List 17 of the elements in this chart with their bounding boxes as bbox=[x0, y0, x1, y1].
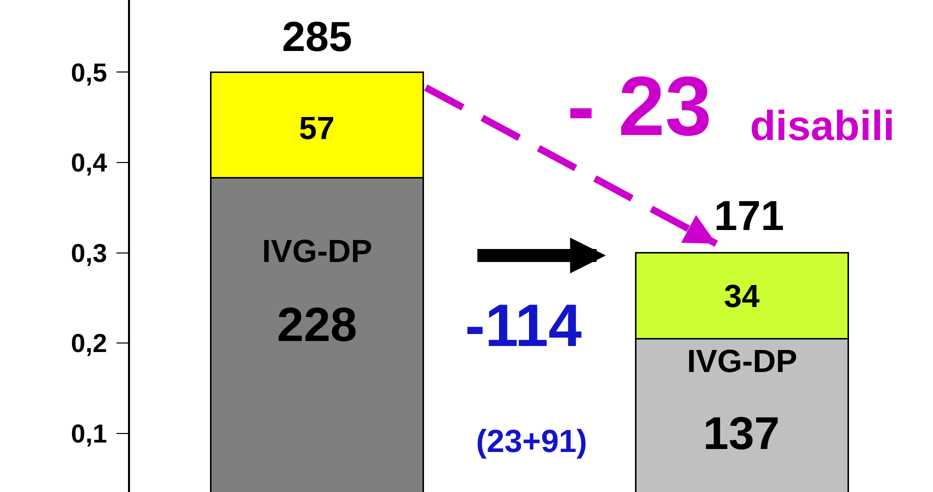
annotation: 34 bbox=[724, 278, 760, 314]
annotation: 171 bbox=[714, 192, 784, 239]
annotation: 285 bbox=[282, 13, 352, 60]
y-tick-label: 0,1 bbox=[70, 418, 108, 448]
annotation: - 23 bbox=[567, 59, 712, 153]
annotation: IVG-DP bbox=[262, 233, 372, 269]
y-tick-label: 0,2 bbox=[70, 328, 108, 358]
annotation: IVG-DP bbox=[687, 343, 798, 379]
y-tick-label: 0,3 bbox=[70, 238, 108, 268]
annotation: -114 bbox=[465, 292, 582, 359]
annotation: 228 bbox=[277, 299, 358, 352]
y-tick-label: 0,5 bbox=[70, 57, 108, 88]
annotation: 137 bbox=[703, 407, 780, 459]
annotation: (23+91) bbox=[476, 423, 588, 459]
annotation: disabili bbox=[750, 102, 895, 149]
y-tick-label: 0,4 bbox=[70, 148, 108, 178]
annotation: 57 bbox=[299, 110, 335, 146]
